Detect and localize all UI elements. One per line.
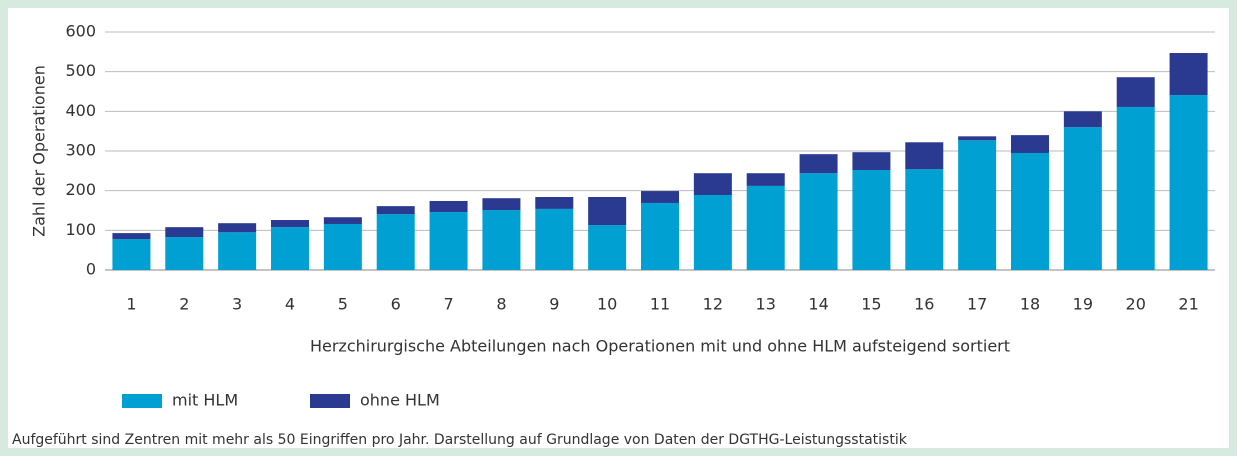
- bar-segment: [588, 225, 627, 270]
- x-tick-label: 4: [285, 295, 295, 314]
- y-tick-label: 100: [65, 220, 96, 239]
- x-tick-label: 5: [338, 295, 348, 314]
- bar-segment: [535, 197, 574, 209]
- bar-segment: [852, 152, 891, 171]
- bar-segment: [852, 170, 891, 270]
- y-tick-label: 200: [65, 180, 96, 199]
- x-tick-label: 7: [443, 295, 453, 314]
- x-tick-label: 11: [650, 295, 670, 314]
- bar-segment: [958, 140, 997, 270]
- bar-segment: [535, 208, 574, 270]
- x-tick-label: 20: [1126, 295, 1146, 314]
- legend-swatch: [122, 394, 162, 408]
- bar-segment: [1169, 95, 1208, 270]
- bar-segment: [323, 217, 362, 224]
- x-axis-label: Herzchirurgische Abteilungen nach Operat…: [310, 337, 1010, 356]
- x-tick-label: 1: [126, 295, 136, 314]
- legend-label: ohne HLM: [360, 391, 440, 410]
- legend-label: mit HLM: [172, 391, 238, 410]
- bar-segment: [1063, 127, 1102, 270]
- bar-segment: [799, 173, 838, 270]
- bar-segment: [271, 220, 309, 228]
- y-tick-label: 400: [65, 101, 96, 120]
- bar-segment: [112, 239, 151, 270]
- y-tick-label: 500: [65, 61, 96, 80]
- y-tick-label: 600: [65, 22, 96, 41]
- x-tick-label: 3: [232, 295, 242, 314]
- bar-segment: [1116, 77, 1155, 107]
- x-tick-label: 6: [391, 295, 401, 314]
- bar-segment: [271, 227, 309, 270]
- x-tick-label: 18: [1020, 295, 1040, 314]
- bar-segment: [905, 169, 944, 270]
- x-tick-label: 8: [496, 295, 506, 314]
- x-tick-label: 14: [808, 295, 828, 314]
- bar-segment: [693, 195, 732, 270]
- bar-segment: [218, 223, 257, 233]
- bar-segment: [905, 142, 944, 170]
- y-tick-label: 0: [86, 260, 96, 279]
- bar-segment: [112, 233, 151, 240]
- x-tick-label: 2: [179, 295, 189, 314]
- bar-segment: [429, 200, 468, 213]
- bar-segment: [165, 237, 204, 270]
- footnote: Aufgeführt sind Zentren mit mehr als 50 …: [12, 432, 908, 448]
- x-tick-label: 16: [914, 295, 934, 314]
- y-axis-label: Zahl der Operationen: [30, 65, 49, 237]
- x-tick-label: 12: [703, 295, 723, 314]
- bar-segment: [641, 202, 679, 270]
- bar-segment: [746, 173, 785, 186]
- x-tick-label: 9: [549, 295, 559, 314]
- bar-segment: [376, 214, 415, 270]
- bar-segment: [958, 136, 997, 141]
- bar-segment: [376, 206, 415, 215]
- bar-segment: [1169, 53, 1208, 96]
- bar-segment: [1011, 135, 1049, 153]
- bar-segment: [429, 212, 468, 270]
- x-tick-label: 13: [756, 295, 776, 314]
- x-tick-label: 10: [597, 295, 617, 314]
- bar-segment: [1116, 106, 1155, 270]
- x-tick-label: 17: [967, 295, 987, 314]
- bar-segment: [165, 227, 204, 238]
- bar-segment: [482, 198, 521, 211]
- x-tick-label: 15: [861, 295, 881, 314]
- x-tick-label: 21: [1178, 295, 1198, 314]
- bar-segment: [323, 223, 362, 270]
- bar-segment: [218, 232, 257, 270]
- bar-segment: [588, 197, 627, 226]
- legend-swatch: [310, 394, 350, 408]
- bar-segment: [1011, 152, 1049, 270]
- x-tick-label: 19: [1073, 295, 1093, 314]
- bar-segment: [799, 154, 838, 174]
- bar-segment: [641, 191, 679, 203]
- bar-segment: [482, 210, 521, 270]
- bar-segment: [746, 185, 785, 270]
- y-tick-label: 300: [65, 141, 96, 160]
- bar-segment: [693, 173, 732, 196]
- bar-segment: [1063, 111, 1102, 128]
